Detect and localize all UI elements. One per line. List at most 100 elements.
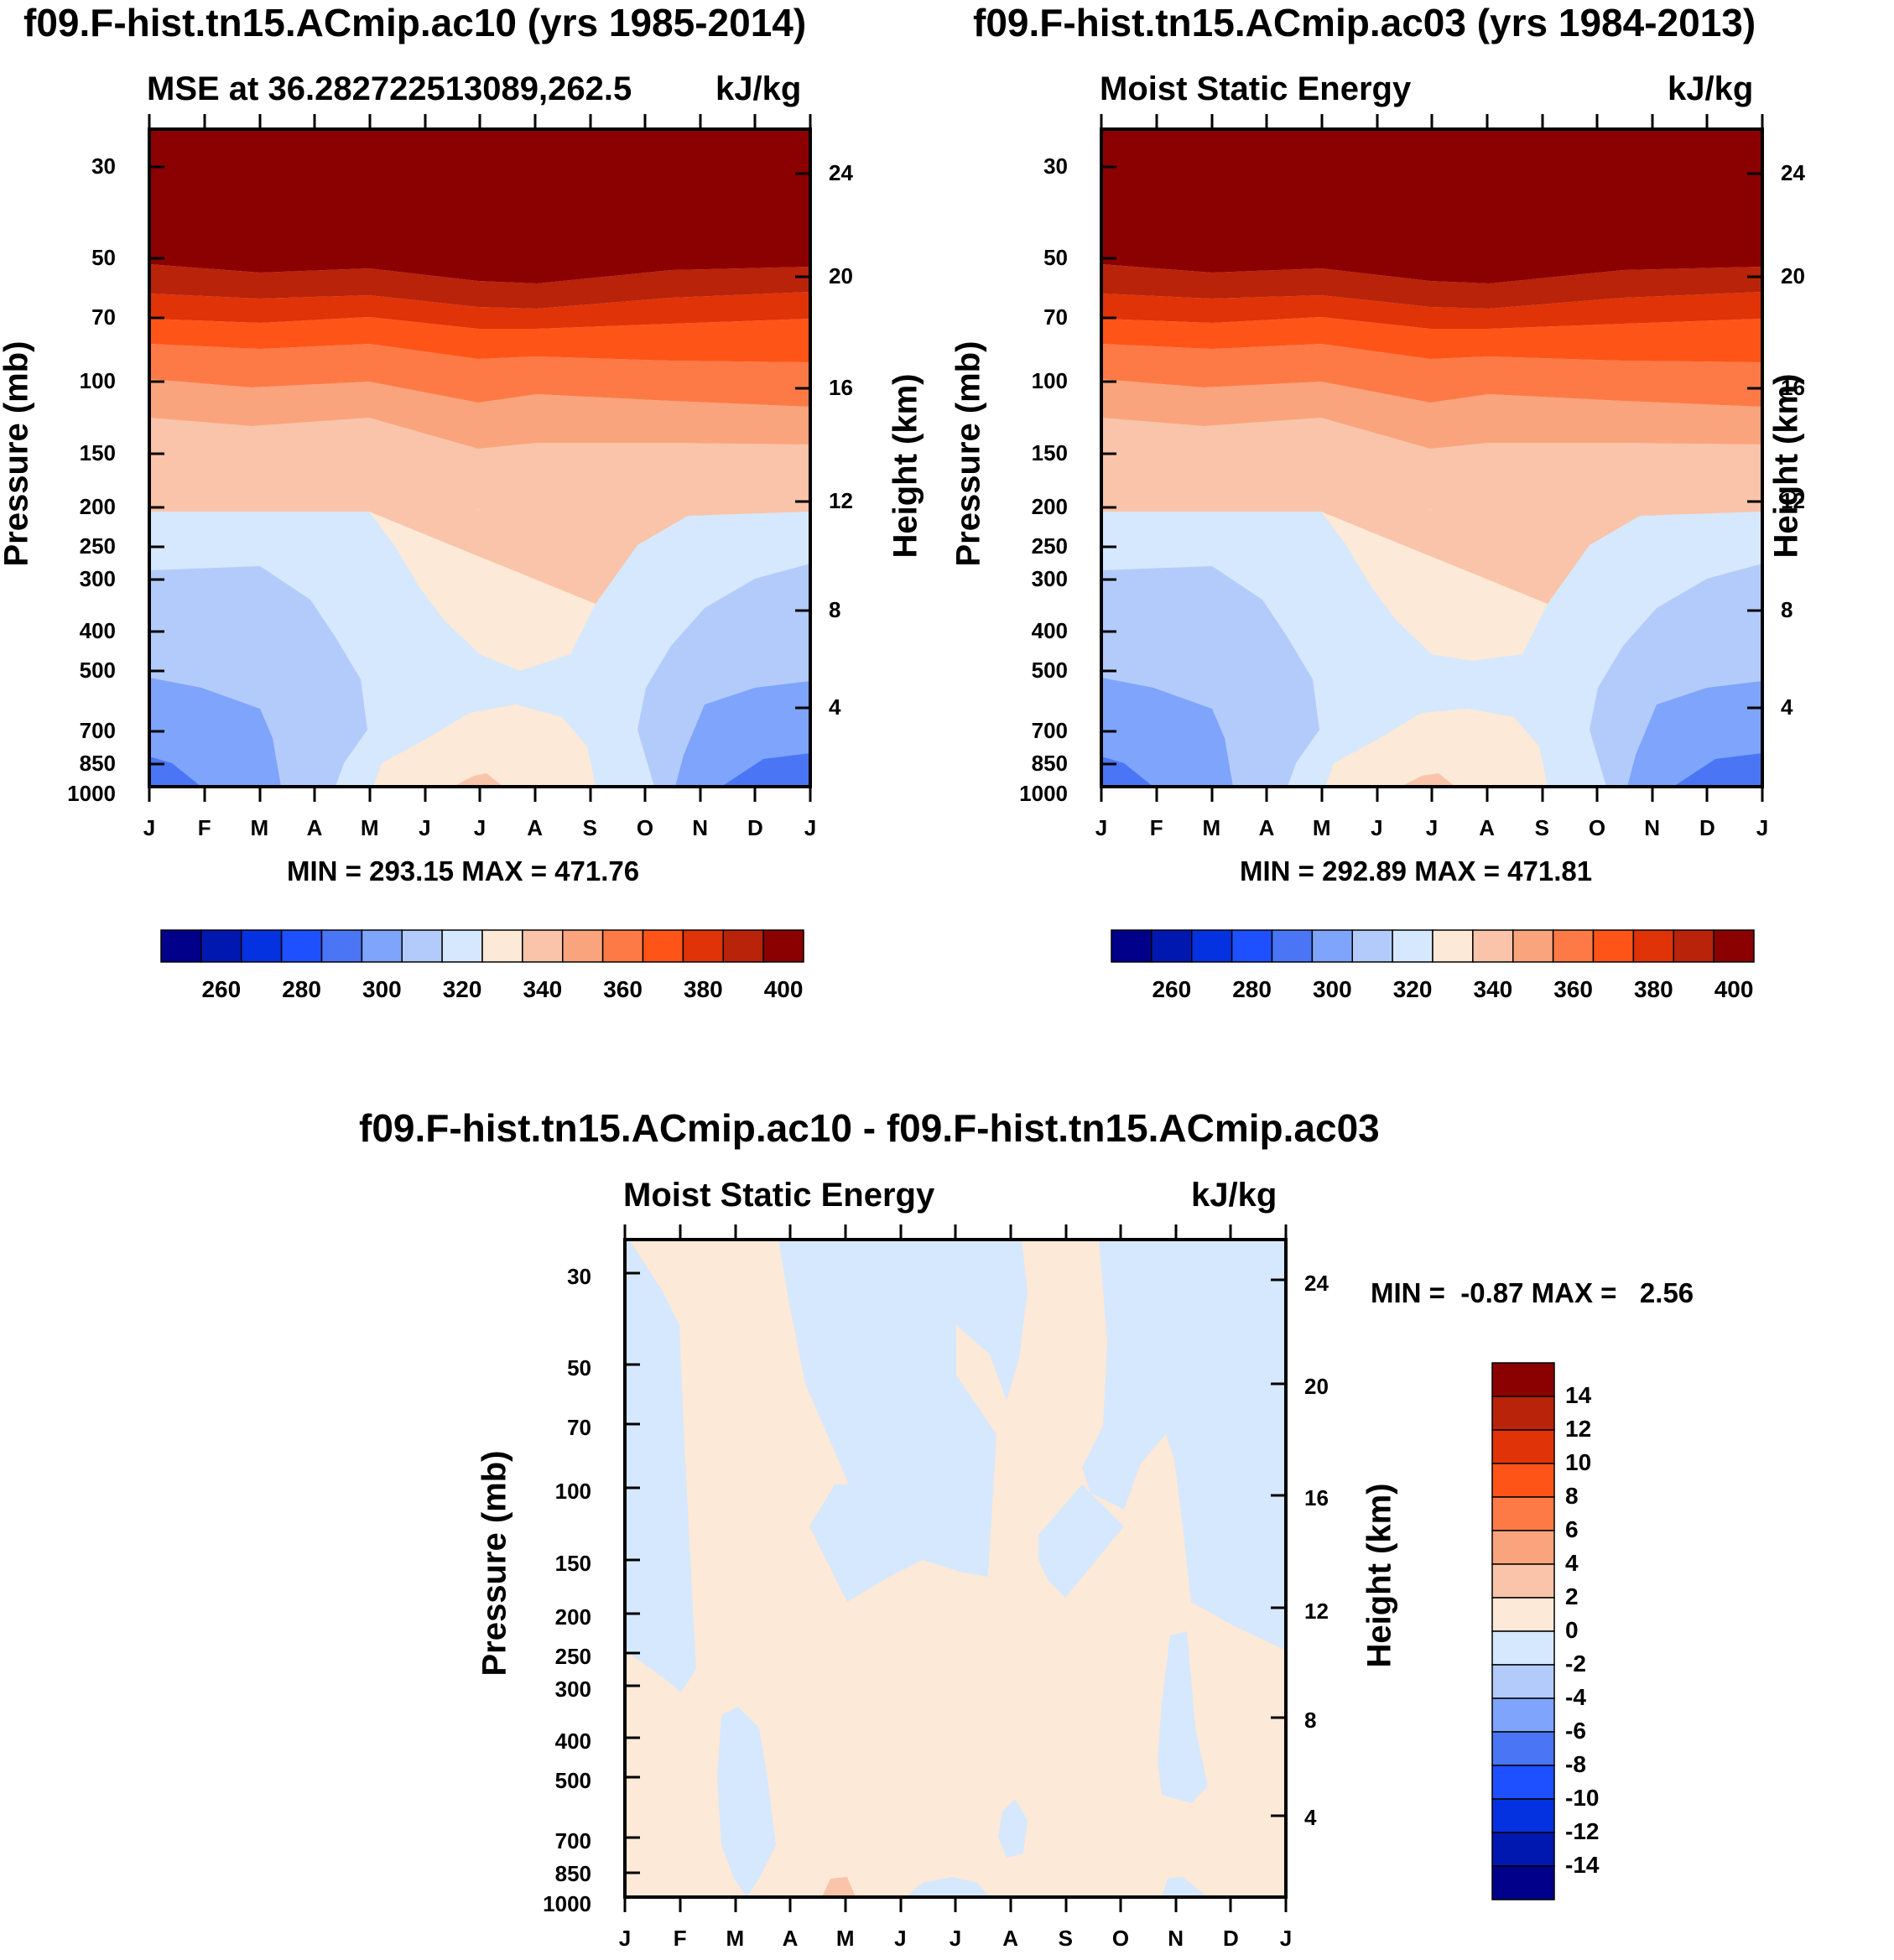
colorbar-label: -8 [1565, 1751, 1586, 1777]
tr-band-380 [1101, 317, 1762, 362]
top-left-stats: MIN = 293.15 MAX = 471.76 [287, 855, 640, 886]
x-tick-label: J [473, 815, 487, 840]
bottom-contours [625, 1240, 1286, 1897]
tl-band-410 [149, 129, 810, 283]
x-tick-label: N [692, 815, 709, 840]
y-tick-label: 300 [554, 1677, 591, 1702]
y-tick-label: 150 [79, 440, 116, 465]
colorbar-swatch [1472, 929, 1514, 963]
y-right-tick-label: 24 [1781, 160, 1805, 185]
y-right-tick-label: 8 [1781, 597, 1793, 622]
colorbar-vertical [1491, 1362, 1555, 1900]
x-tick-label: F [1149, 815, 1163, 840]
top-right-contours [1100, 114, 1764, 802]
b-band-blue-bottom1 [906, 1877, 990, 1897]
y-tick-label: 50 [91, 245, 116, 270]
b-band-blue-island1 [1038, 1484, 1124, 1598]
y-tick-label: 250 [1031, 533, 1068, 559]
colorbar-swatch [601, 929, 644, 963]
x-tick-label: F [673, 1926, 687, 1951]
top-left-title: f09.F-hist.tn15.ACmip.ac10 (yrs 1985-201… [23, 1, 807, 44]
colorbar-label: 320 [442, 976, 482, 1002]
y-tick-label: 200 [1031, 494, 1068, 519]
tl-band-deep-right [721, 753, 810, 787]
colorbar-swatch [1191, 929, 1233, 963]
x-tick-label: A [1002, 1926, 1019, 1951]
top-left-subtitle: MSE at 36.282722513089,262.5 [147, 70, 632, 107]
top-right-stats: MIN = 292.89 MAX = 471.81 [1240, 855, 1593, 886]
colorbar-swatch [280, 929, 323, 963]
colorbar-label: 260 [201, 976, 242, 1002]
y-right-tick-label: 16 [1304, 1485, 1329, 1510]
y-right-tick-label: 8 [1304, 1708, 1317, 1733]
colorbar-swatch [1491, 1563, 1555, 1599]
tl-band-360 [149, 379, 810, 449]
colorbar-swatch [241, 929, 283, 963]
x-tick-label: M [1202, 815, 1221, 840]
colorbar-swatch [1491, 1765, 1555, 1800]
colorbar-swatch [1491, 1530, 1555, 1565]
colorbar-swatch [642, 929, 684, 963]
y-right-tick-label: 16 [829, 375, 853, 400]
colorbar-swatch [361, 929, 403, 963]
y-right-tick-label: 8 [829, 597, 841, 622]
colorbar-swatch [481, 929, 523, 963]
x-tick-label: J [1279, 1926, 1293, 1951]
x-tick-label: D [747, 815, 763, 840]
x-tick-label: M [250, 815, 269, 840]
colorbar-label: 360 [1553, 976, 1593, 1002]
x-tick-label: O [1111, 1926, 1130, 1951]
colorbar-swatch [1491, 1463, 1555, 1498]
tl-band-390 [149, 292, 810, 329]
b-band-blue-center [778, 1240, 1028, 1602]
b-band-blue-column [717, 1707, 776, 1897]
y-tick-label: 30 [1043, 153, 1068, 179]
y-tick-label: 700 [554, 1828, 591, 1853]
b-band-peach [625, 1240, 1286, 1897]
x-tick-label: F [197, 815, 211, 840]
y-right-tick-label: 20 [829, 263, 853, 289]
tl-band-370 [149, 344, 810, 407]
y-tick-label: 850 [79, 751, 116, 776]
y-right-tick-label: 12 [1781, 488, 1805, 513]
colorbar-label: 4 [1565, 1550, 1579, 1576]
y-right-tick-label: 20 [1781, 263, 1805, 289]
colorbar-swatch [1271, 929, 1314, 963]
y-tick-label: 30 [567, 1264, 591, 1289]
tl-band-deep-left [149, 756, 201, 787]
x-tick-label: S [582, 815, 597, 840]
y-tick-label: 50 [1043, 245, 1068, 270]
b-band-orange-dot [822, 1877, 856, 1897]
x-tick-label: N [1644, 815, 1661, 840]
colorbar-label: 380 [1633, 976, 1673, 1002]
x-tick-label: J [1095, 815, 1108, 840]
colorbar-swatch [320, 929, 363, 963]
y-right-tick-label: 4 [1781, 694, 1793, 720]
b-ticks [625, 1271, 1286, 1874]
colorbar-swatch [1491, 1597, 1555, 1632]
tr-band-410 [1101, 129, 1762, 283]
top-right-title: f09.F-hist.tn15.ACmip.ac03 (yrs 1984-201… [973, 1, 1756, 44]
colorbar-swatch [1231, 929, 1273, 963]
tl-band-peach [149, 129, 810, 671]
colorbar-swatch [1351, 929, 1393, 963]
colorbar-label: 360 [603, 976, 643, 1002]
y-tick-label: 700 [79, 718, 116, 743]
y-tick-label: 300 [1031, 566, 1068, 591]
x-tick-label: J [143, 815, 156, 840]
tl-band-mid-right [675, 681, 810, 787]
top-left-ylabel-right: Height (km) [887, 373, 924, 559]
colorbar-swatch [1491, 1832, 1555, 1867]
colorbar-swatch [1512, 929, 1554, 963]
y-tick-label: 70 [1043, 304, 1068, 330]
colorbar-label: 8 [1565, 1483, 1579, 1509]
x-tick-label: A [1479, 815, 1496, 840]
colorbar-swatch [1491, 1396, 1555, 1431]
tr-band-350 [1101, 418, 1762, 510]
y-tick-label: 1000 [1019, 781, 1068, 806]
colorbar-swatch [1632, 929, 1674, 963]
x-tick-label: N [1168, 1926, 1184, 1951]
colorbar-swatch [562, 929, 604, 963]
top-right-units: kJ/kg [1668, 70, 1754, 107]
colorbar-swatch [401, 929, 443, 963]
